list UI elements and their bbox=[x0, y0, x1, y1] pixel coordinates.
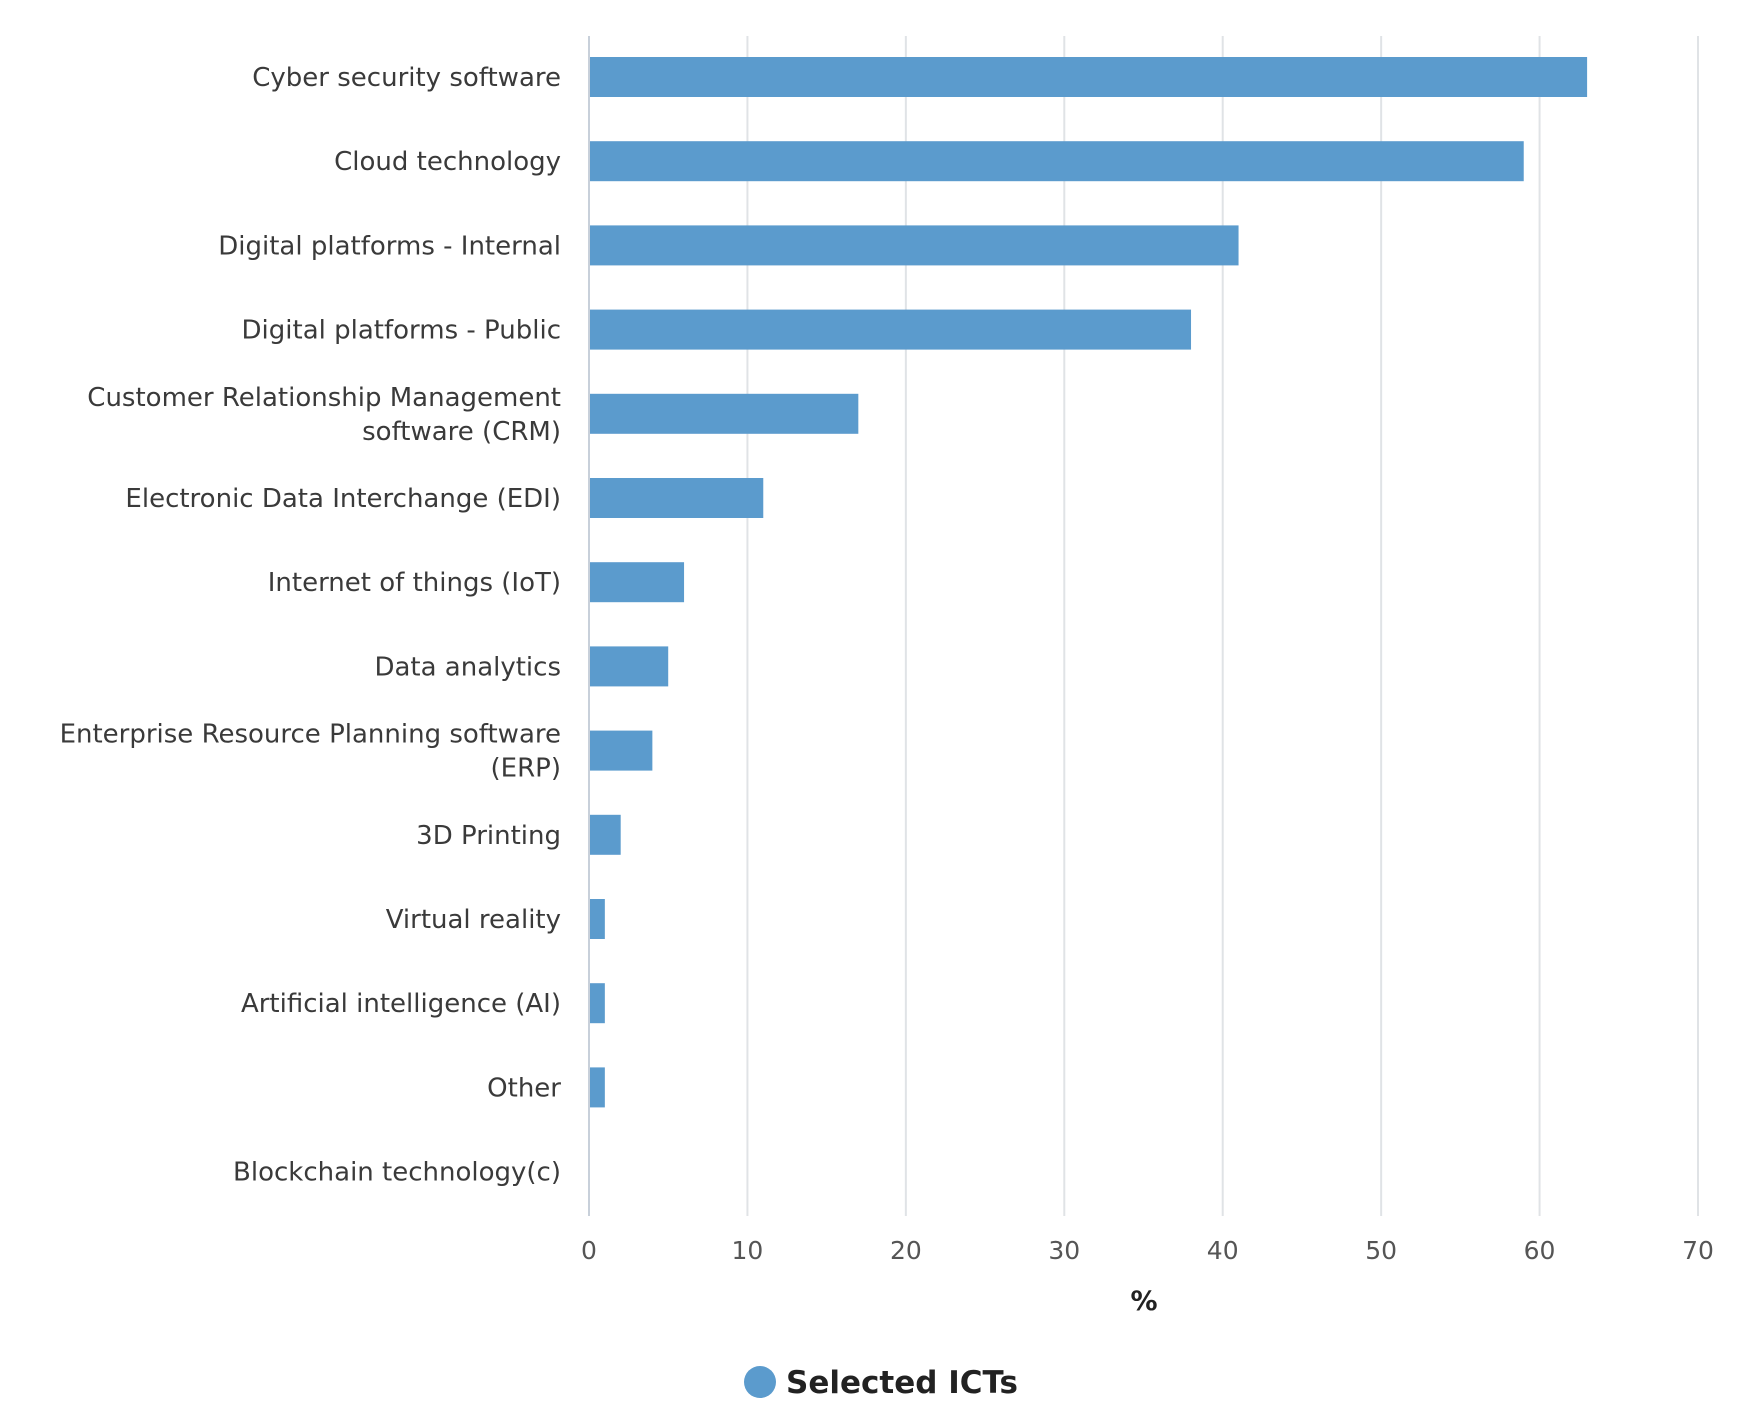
gridlines bbox=[588, 36, 1699, 1216]
bar[interactable] bbox=[590, 57, 1588, 97]
category-label: 3D Printing bbox=[416, 821, 561, 851]
category-label: Internet of things (IoT) bbox=[268, 568, 561, 598]
bar[interactable] bbox=[590, 730, 653, 771]
category-label: Data analytics bbox=[374, 652, 561, 682]
x-tick-labels: 0 10 20 30 40 50 60 70 bbox=[581, 1236, 1714, 1265]
x-tick-label: 60 bbox=[1524, 1236, 1556, 1265]
legend-marker-icon bbox=[744, 1366, 776, 1398]
x-tick-label: 30 bbox=[1048, 1236, 1080, 1265]
bar[interactable] bbox=[590, 562, 685, 603]
category-labels: Cyber security software Cloud technology D… bbox=[60, 63, 562, 1188]
category-label: Artificial intelligence (AI) bbox=[241, 989, 561, 1019]
category-label: Enterprise Resource Planning software (ER… bbox=[60, 720, 561, 784]
bar[interactable] bbox=[590, 309, 1192, 350]
category-label: Electronic Data Interchange (EDI) bbox=[125, 484, 561, 514]
category-label: Customer Relationship Management software… bbox=[87, 383, 561, 447]
category-label: Digital platforms - Internal bbox=[218, 231, 561, 261]
bar[interactable] bbox=[590, 141, 1524, 182]
bar[interactable] bbox=[590, 899, 605, 939]
bar[interactable] bbox=[590, 646, 669, 687]
category-label: Digital platforms - Public bbox=[242, 316, 561, 346]
bar[interactable] bbox=[590, 1067, 605, 1108]
category-label: Virtual reality bbox=[386, 905, 561, 935]
x-axis-title: % bbox=[1130, 1286, 1157, 1317]
bar[interactable] bbox=[590, 393, 859, 434]
legend-label: Selected ICTs bbox=[786, 1365, 1018, 1401]
bar[interactable] bbox=[590, 478, 764, 518]
bar[interactable] bbox=[590, 225, 1239, 266]
x-tick-label: 70 bbox=[1682, 1236, 1714, 1265]
category-label: Other bbox=[487, 1073, 561, 1103]
x-tick-label: 20 bbox=[890, 1236, 922, 1265]
x-tick-label: 10 bbox=[732, 1236, 764, 1265]
bar[interactable] bbox=[590, 814, 621, 855]
category-label: Cloud technology bbox=[334, 147, 561, 177]
x-tick-label: 0 bbox=[581, 1236, 597, 1265]
bar[interactable] bbox=[590, 983, 605, 1024]
legend[interactable]: Selected ICTs bbox=[744, 1365, 1018, 1401]
category-label: Cyber security software bbox=[252, 63, 561, 93]
x-tick-label: 40 bbox=[1207, 1236, 1239, 1265]
category-label: Blockchain technology(c) bbox=[233, 1158, 561, 1188]
bars bbox=[590, 57, 1588, 1108]
x-tick-label: 50 bbox=[1365, 1236, 1397, 1265]
